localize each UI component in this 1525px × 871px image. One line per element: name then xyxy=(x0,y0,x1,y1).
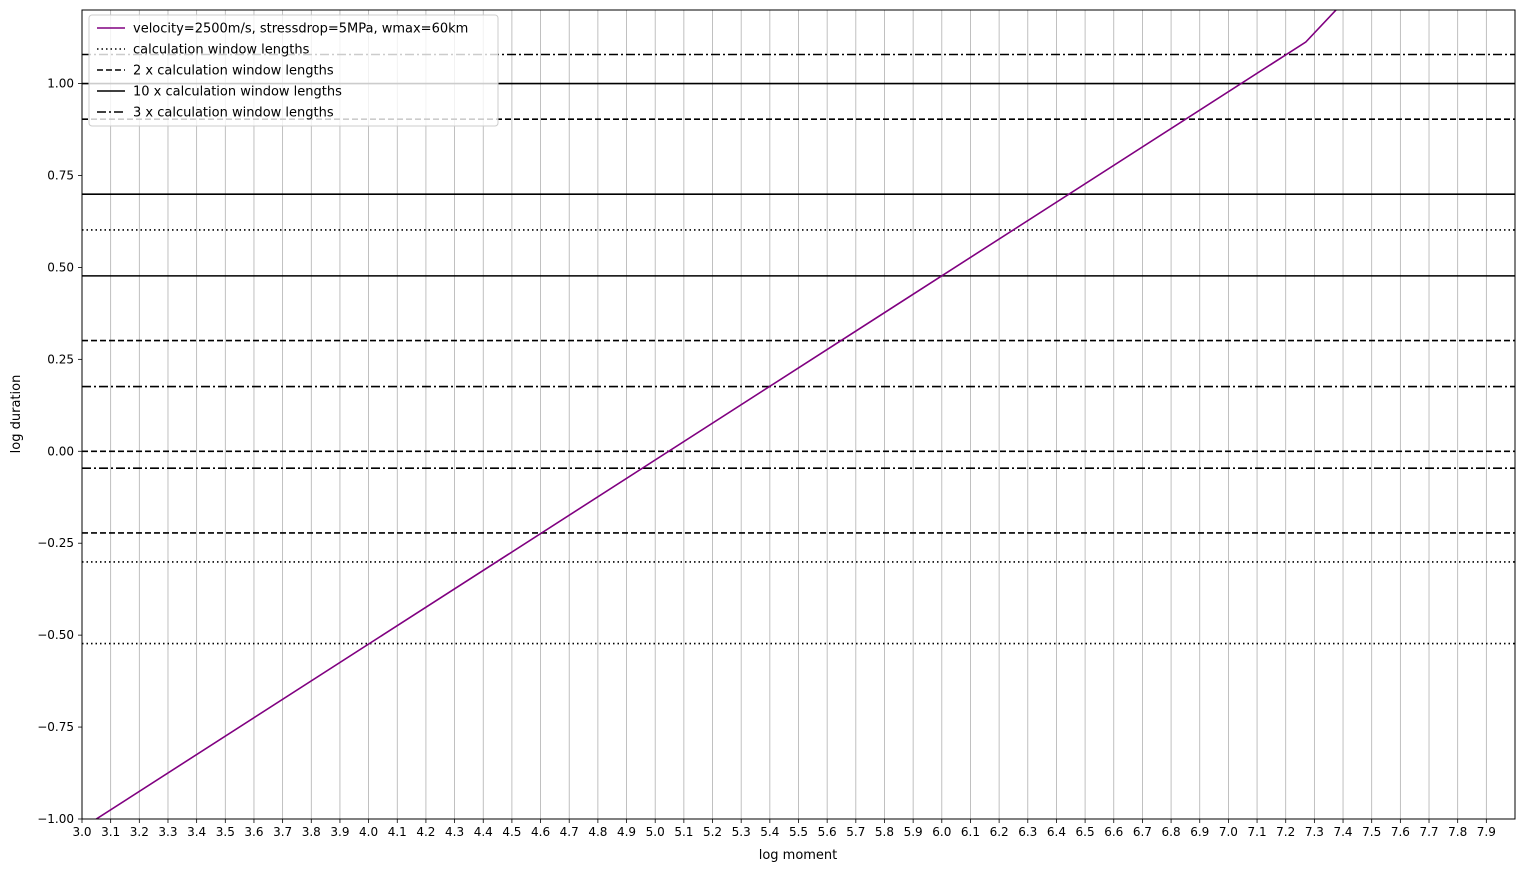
x-tick-label: 6.5 xyxy=(1076,825,1095,839)
x-axis-ticks: 3.0 3.1 3.2 3.3 3.4 3.5 3.6 3.7 3.8 3.9 4.0 4.1 4.2 4… xyxy=(72,819,1496,839)
x-tick-label: 3.5 xyxy=(216,825,235,839)
x-tick-label: 7.2 xyxy=(1276,825,1295,839)
x-tick-label: 4.5 xyxy=(502,825,521,839)
x-tick-label: 6.9 xyxy=(1190,825,1209,839)
x-tick-label: 7.7 xyxy=(1419,825,1438,839)
x-tick-label: 5.2 xyxy=(703,825,722,839)
x-axis-label: log moment xyxy=(759,848,838,863)
data-series xyxy=(94,10,1338,819)
x-tick-label: 7.3 xyxy=(1305,825,1324,839)
y-tick-label: 1.00 xyxy=(47,77,74,91)
legend-label: 3 x calculation window lengths xyxy=(133,106,334,121)
x-tick-label: 5.5 xyxy=(789,825,808,839)
x-tick-label: 5.6 xyxy=(818,825,837,839)
x-tick-label: 7.4 xyxy=(1333,825,1352,839)
x-tick-label: 7.5 xyxy=(1362,825,1381,839)
x-tick-label: 3.4 xyxy=(187,825,206,839)
x-tick-label: 5.4 xyxy=(760,825,779,839)
x-tick-label: 7.8 xyxy=(1448,825,1467,839)
x-tick-label: 3.0 xyxy=(72,825,91,839)
legend-box xyxy=(88,14,499,127)
x-tick-label: 3.6 xyxy=(244,825,263,839)
x-tick-label: 4.2 xyxy=(416,825,435,839)
y-axis-ticks: −1.00 −0.75 −0.50 −0.25 0.00 0.25 0.50 0.75 1.00 xyxy=(37,77,82,826)
x-tick-label: 5.3 xyxy=(732,825,751,839)
y-axis-label: log duration xyxy=(9,375,24,454)
x-tick-label: 5.9 xyxy=(904,825,923,839)
x-tick-label: 6.7 xyxy=(1133,825,1152,839)
x-tick-label: 6.4 xyxy=(1047,825,1066,839)
x-tick-label: 7.1 xyxy=(1248,825,1267,839)
x-tick-label: 4.6 xyxy=(531,825,550,839)
x-tick-label: 3.3 xyxy=(158,825,177,839)
x-tick-label: 4.7 xyxy=(560,825,579,839)
x-tick-label: 7.9 xyxy=(1477,825,1496,839)
x-tick-label: 6.6 xyxy=(1104,825,1123,839)
x-tick-label: 3.1 xyxy=(101,825,120,839)
x-tick-label: 4.9 xyxy=(617,825,636,839)
y-tick-label: −0.50 xyxy=(37,628,74,642)
series-line xyxy=(94,10,1338,819)
y-tick-label: 0.25 xyxy=(47,352,74,366)
legend-label: velocity=2500m/s, stressdrop=5MPa, wmax=… xyxy=(133,22,468,37)
y-tick-label: 0.75 xyxy=(47,168,74,182)
x-tick-label: 6.3 xyxy=(1018,825,1037,839)
x-tick-label: 6.0 xyxy=(932,825,951,839)
x-tick-label: 3.7 xyxy=(273,825,292,839)
x-tick-label: 4.4 xyxy=(474,825,493,839)
x-tick-label: 3.2 xyxy=(130,825,149,839)
legend-label: calculation window lengths xyxy=(133,43,310,58)
x-tick-label: 7.6 xyxy=(1391,825,1410,839)
x-tick-label: 4.3 xyxy=(445,825,464,839)
x-tick-label: 5.0 xyxy=(646,825,665,839)
y-tick-label: 0.50 xyxy=(47,260,74,274)
legend-label: 2 x calculation window lengths xyxy=(133,64,334,79)
y-tick-label: −0.75 xyxy=(37,720,74,734)
x-tick-label: 4.0 xyxy=(359,825,378,839)
x-tick-label: 3.8 xyxy=(302,825,321,839)
x-tick-label: 4.1 xyxy=(388,825,407,839)
x-tick-label: 6.2 xyxy=(990,825,1009,839)
x-tick-label: 4.8 xyxy=(588,825,607,839)
y-tick-label: −1.00 xyxy=(37,812,74,826)
x-tick-label: 3.9 xyxy=(330,825,349,839)
x-tick-label: 5.1 xyxy=(674,825,693,839)
x-tick-label: 5.8 xyxy=(875,825,894,839)
legend: velocity=2500m/s, stressdrop=5MPa, wmax=… xyxy=(88,14,499,127)
grid xyxy=(81,10,1487,819)
x-tick-label: 6.1 xyxy=(961,825,980,839)
x-tick-label: 7.0 xyxy=(1219,825,1238,839)
x-tick-label: 6.8 xyxy=(1162,825,1181,839)
y-tick-label: 0.00 xyxy=(47,444,74,458)
legend-label: 10 x calculation window lengths xyxy=(133,85,342,100)
x-tick-label: 5.7 xyxy=(846,825,865,839)
y-tick-label: −0.25 xyxy=(37,536,74,550)
